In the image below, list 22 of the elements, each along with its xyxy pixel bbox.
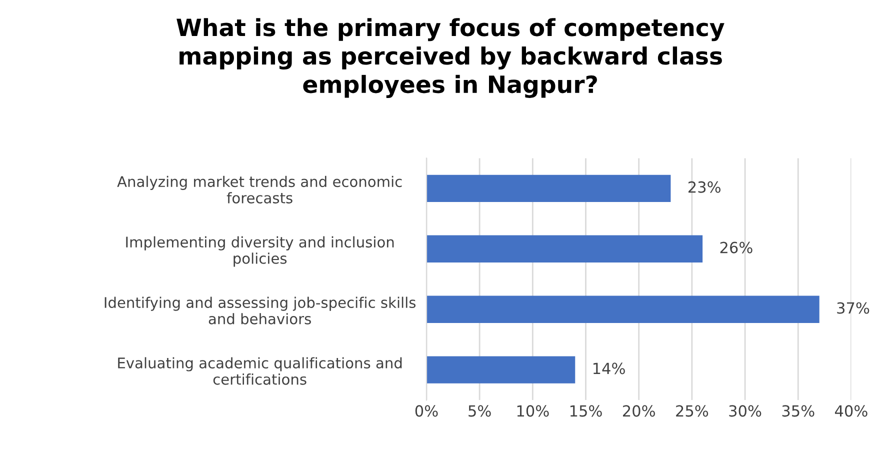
x-tick-label: 25% [676,405,708,417]
data-label: 14% [593,362,625,374]
bar [426,235,703,262]
x-tick-label: 15% [570,405,602,417]
data-label: 26% [720,242,752,254]
x-tick-label: 35% [782,405,814,417]
data-label: 37% [837,302,870,314]
data-label: 23% [688,181,720,193]
bar [426,174,671,202]
x-tick-label: 40% [834,405,868,417]
x-tick-label: 5% [468,405,491,417]
bar [426,356,576,384]
x-tick-label: 30% [729,405,762,417]
y-tick-label: Analyzing market trends and economic forecasts [117,176,402,204]
y-tick-label: Evaluating academic qualifications and certifications [118,357,402,385]
x-tick-label: 0% [415,405,438,417]
y-tick-label: Implementing diversity and inclusion policies [126,236,394,267]
y-tick-label: Identifying and assessing job-specific skills and behaviors [104,296,416,324]
bar [426,296,820,323]
x-tick-label: 20% [622,405,655,417]
chart-title: What is the primary focus of competency mapping as perceived by backward class employees in Nagpur? [176,18,724,98]
x-tick-label: 10% [517,405,549,417]
